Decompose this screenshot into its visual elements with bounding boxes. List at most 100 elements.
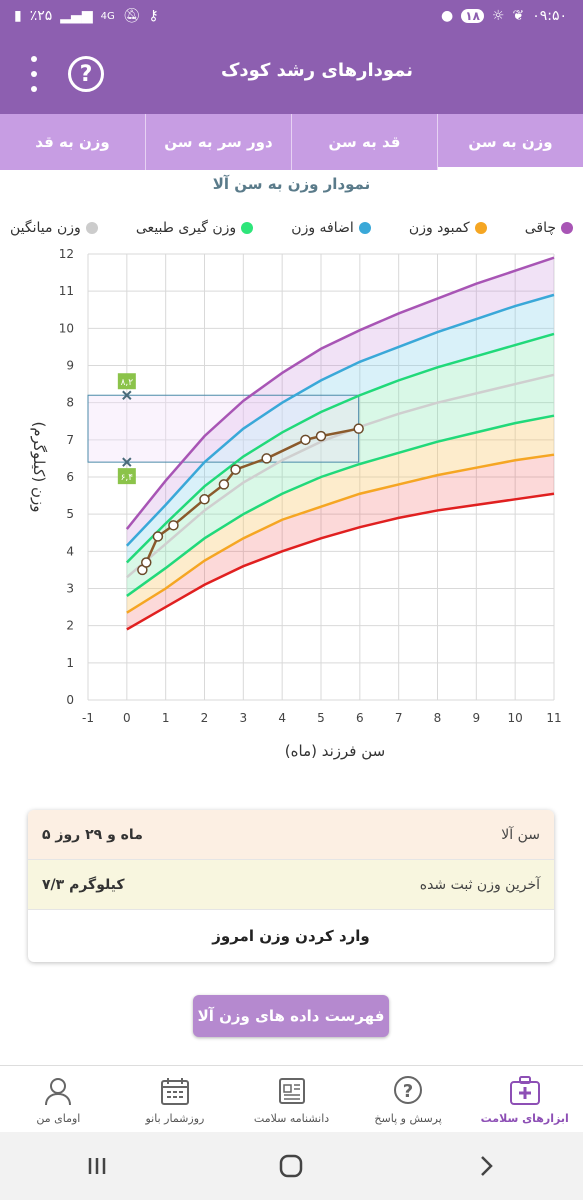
reference-curve-orange xyxy=(126,453,555,614)
weight-data-point xyxy=(152,531,164,542)
legend-label: کمبود وزن xyxy=(408,220,470,236)
legend-dot xyxy=(474,222,487,234)
weight-value: ۷/۳ کیلوگرم xyxy=(42,876,125,893)
y-tick-label: 2 xyxy=(66,619,74,633)
nav-qa[interactable]: ? پرسش و پاسخ xyxy=(350,1066,467,1132)
enter-weight-button[interactable]: وارد کردن وزن امروز xyxy=(212,927,370,945)
info-card: ۵ ماه و ۲۹ روز سن آلا ۷/۳ کیلوگرم آخرین … xyxy=(28,810,554,962)
y-tick-label: 3 xyxy=(66,582,74,596)
page-title: نمودارهای رشد کودک xyxy=(220,60,413,81)
battery-percent: ٪۲۵ xyxy=(29,8,53,24)
nav-calendar[interactable]: روزشمار بانو xyxy=(117,1066,234,1132)
y-tick-label: 11 xyxy=(59,284,74,298)
weight-data-point xyxy=(261,453,272,464)
x-tick-label: 6 xyxy=(356,711,364,725)
nav-label: اومای من xyxy=(36,1111,81,1125)
y-tick-label: 12 xyxy=(59,247,74,261)
reference-curve-purple xyxy=(125,256,555,530)
x-tick-label: 1 xyxy=(162,711,170,725)
nav-profile[interactable]: اومای من xyxy=(0,1066,117,1132)
x-tick-label: 7 xyxy=(395,711,403,725)
x-tick-label: 11 xyxy=(546,711,561,725)
overflow-menu-icon[interactable] xyxy=(22,56,46,92)
weight-data-point xyxy=(141,557,152,568)
network-type: 4G xyxy=(100,10,115,22)
y-tick-label: 8 xyxy=(66,396,74,410)
weight-data-point xyxy=(353,423,364,434)
status-left: ▮ ٪۲۵ ▂▄▆ 4G 🔕︎ ⚷ xyxy=(14,8,159,24)
legend-label: وزن گیری طبیعی xyxy=(135,220,237,236)
home-button[interactable] xyxy=(261,1146,321,1186)
weight-data-point xyxy=(168,520,179,531)
x-tick-label: 10 xyxy=(508,711,523,725)
tab-height-for-age[interactable]: قد به سن xyxy=(292,114,438,170)
app-bar: ? نمودارهای رشد کودک xyxy=(0,34,583,114)
x-tick-label: 5 xyxy=(317,711,325,725)
range-marker xyxy=(122,390,132,400)
x-tick-label: 3 xyxy=(240,711,248,725)
battery-icon: ▮ xyxy=(14,8,22,24)
tab-head-for-age[interactable]: دور سر به سن xyxy=(146,114,292,170)
range-label: ۸,۲ xyxy=(121,378,134,388)
y-tick-label: 5 xyxy=(66,507,74,521)
weight-data-point xyxy=(315,430,327,442)
system-nav-bar xyxy=(0,1132,583,1200)
clock-time: ۰۹:۵۰ xyxy=(532,8,567,24)
tab-weight-for-height[interactable]: وزن به قد xyxy=(0,114,146,170)
svg-text:?: ? xyxy=(403,1081,413,1102)
back-button[interactable] xyxy=(456,1146,516,1186)
weight-data-point xyxy=(300,434,311,446)
y-axis-label: وزن (کیلوگرم) xyxy=(30,421,48,512)
band-area xyxy=(126,374,554,596)
help-icon[interactable]: ? xyxy=(68,56,104,92)
legend-item-average: وزن میانگین xyxy=(10,220,98,236)
y-tick-label: 4 xyxy=(66,544,74,558)
highlight-range-box xyxy=(87,394,360,463)
tab-weight-for-age[interactable]: وزن به سن xyxy=(438,114,583,170)
range-label-badge xyxy=(117,468,136,485)
x-tick-label: -1 xyxy=(82,711,94,725)
key-icon: ⚷ xyxy=(148,8,159,24)
chart-tabs: وزن به قد دور سر به سن قد به سن وزن به س… xyxy=(0,114,583,170)
x-tick-label: 4 xyxy=(278,711,286,725)
status-bar: ▮ ٪۲۵ ▂▄▆ 4G 🔕︎ ⚷ ● ۱۸ ☼ ❦ ۰۹:۵۰ xyxy=(0,0,583,34)
y-tick-label: 7 xyxy=(66,433,74,447)
x-tick-label: 2 xyxy=(201,711,209,725)
mute-icon: 🔕︎ xyxy=(122,8,141,24)
reference-curve-green-low xyxy=(126,414,555,597)
weight-data-point xyxy=(199,494,210,505)
legend-item-obese: چاقی xyxy=(525,220,573,236)
range-label-badge xyxy=(117,373,136,390)
x-axis-label: سن فرزند (ماه) xyxy=(285,742,385,760)
health-kit-icon xyxy=(509,1075,540,1105)
y-tick-label: 9 xyxy=(66,359,74,373)
reference-curve-green-high xyxy=(125,332,555,564)
reference-curve-grey xyxy=(126,373,555,579)
status-right: ● ۱۸ ☼ ❦ ۰۹:۵۰ xyxy=(441,8,567,24)
x-tick-label: 9 xyxy=(473,711,481,725)
legend-item-underweight: کمبود وزن xyxy=(409,220,487,236)
age-row: ۵ ماه و ۲۹ روز سن آلا xyxy=(28,810,554,860)
newspaper-icon xyxy=(278,1077,305,1104)
dot-icon: ● xyxy=(441,8,454,24)
legend-item-normal: وزن گیری طبیعی xyxy=(135,220,254,236)
x-tick-label: 8 xyxy=(434,711,442,725)
y-tick-label: 6 xyxy=(66,470,74,484)
band-area xyxy=(126,454,554,630)
bottom-nav: ابزارهای سلامت ? پرسش و پاسخ دانشنامه سل… xyxy=(0,1065,583,1132)
weight-list-button[interactable]: فهرست داده های وزن آلا xyxy=(193,995,389,1037)
legend-label: وزن میانگین xyxy=(10,220,81,236)
y-tick-label: 0 xyxy=(66,693,74,707)
nav-label: پرسش و پاسخ xyxy=(374,1111,442,1125)
recents-button[interactable] xyxy=(67,1146,127,1186)
age-label: سن آلا xyxy=(501,826,540,843)
range-marker xyxy=(122,457,132,467)
nav-encyclopedia[interactable]: دانشنامه سلامت xyxy=(233,1066,350,1132)
reference-curve-blue xyxy=(125,293,555,547)
nav-health-tools[interactable]: ابزارهای سلامت xyxy=(466,1066,583,1132)
y-tick-label: 1 xyxy=(66,656,74,670)
x-tick-label: 0 xyxy=(123,711,131,725)
reference-curve-red xyxy=(126,492,555,631)
band-area xyxy=(126,294,554,563)
